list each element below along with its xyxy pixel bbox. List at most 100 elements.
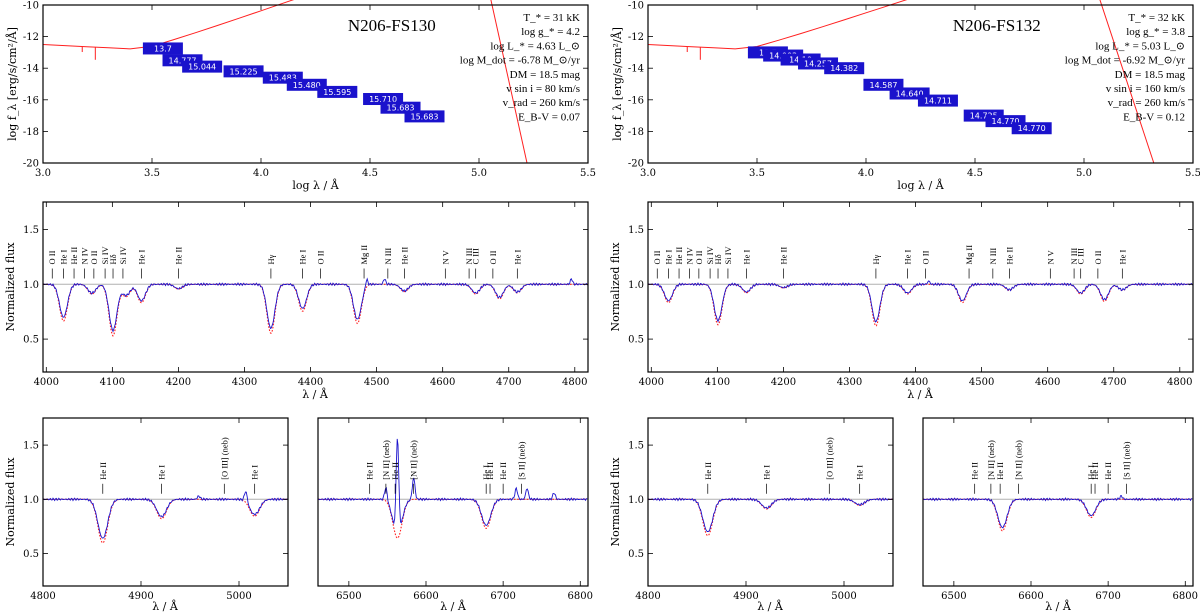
y-tick-label: 0.5 [628,549,644,560]
line-label: N IV [685,246,695,264]
stellar-parameter: log g_* = 3.8 [1126,26,1185,38]
stellar-parameter: E_B-V = 0.12 [1123,111,1185,123]
line-label: He II [995,462,1005,480]
line-label: O II [488,250,498,264]
x-tick-label: 5000 [226,591,251,602]
line-label: O II [1093,250,1103,264]
stellar-parameter: v_rad = 260 km/s [503,97,580,109]
y-tick-label: -14 [23,64,39,75]
x-tick-label: 4700 [1101,377,1126,388]
x-tick-label: 4600 [430,377,455,388]
sed-xlabel: log λ / Å [292,178,339,192]
y-tick-label: 1.5 [23,225,39,236]
sed-axes-frame [647,4,1194,164]
stellar-parameter: log L_* = 5.03 L_⊙ [1095,40,1185,52]
line-label: Hγ [871,254,881,264]
spectrum-ylabel: Normalized flux [4,242,17,332]
line-label: He II [970,462,980,480]
stellar-parameter: DM = 18.5 mag [1115,69,1186,81]
model-spectrum [318,498,588,539]
stellar-parameter: log g_* = 4.2 [521,26,580,38]
x-tick-label: 4000 [639,377,664,388]
x-tick-label: 4100 [705,377,730,388]
stellar-parameter: log M_dot = -6.78 M_⊙/yr [460,55,581,67]
x-tick-label: 5.0 [1076,168,1092,179]
line-label: Si IV [100,245,110,264]
line-label: Hδ [713,254,723,264]
y-tick-label: -14 [628,64,644,75]
y-tick-label: 1.5 [628,225,644,236]
stellar-parameter: T_* = 31 kK [523,12,580,24]
line-label: O II [652,250,662,264]
x-tick-label: 4800 [30,591,55,602]
y-tick-label: -16 [23,95,39,106]
line-label: He II [485,462,495,480]
halpha-spectrum-panel: He II [N II] (neb) He II [N II] (neb) He IHe… [922,417,1198,613]
y-tick-label: 1.0 [628,495,644,506]
line-label: N III [1069,248,1079,265]
sed-ylabel: log f_λ [erg/s/cm²/Å] [5,27,19,141]
line-label: He II [1004,247,1014,265]
sed-ylabel: log f_λ [erg/s/cm²/Å] [610,27,624,141]
photometry-mag-label: 15.683 [387,104,415,113]
line-label: N V [1045,249,1055,264]
observed-spectrum [647,280,1194,323]
photometry-marker [404,110,445,123]
x-tick-label: 3.5 [749,168,765,179]
y-tick-label: 1.5 [23,441,39,452]
x-tick-label: 6700 [490,591,515,602]
line-label: Mg II [964,245,974,265]
spectrum-xlabel: λ / Å [907,387,934,401]
x-tick-label: 4800 [1167,377,1192,388]
photometry-marker [917,94,958,107]
x-tick-label: 4800 [562,377,587,388]
x-tick-label: 5.0 [471,168,487,179]
x-tick-label: 4600 [1035,377,1060,388]
spectrum-xlabel: λ / Å [1045,599,1072,613]
x-tick-label: 6500 [941,591,966,602]
spectrum-xlabel: λ / Å [757,599,784,613]
line-label: Mg II [359,245,369,265]
x-tick-label: 3.5 [144,168,160,179]
line-label: [N II] (neb) [1014,440,1024,480]
line-label: He I [298,249,308,264]
y-tick-label: 1.0 [628,280,644,291]
photometry-marker [317,85,358,98]
line-label: He I [762,465,772,480]
x-tick-label: 4.5 [967,168,983,179]
line-label: He I [157,465,167,480]
line-label: He I [512,249,522,264]
x-tick-label: 4300 [837,377,862,388]
star-name: N206-FS132 [953,16,1041,35]
line-label: He I [903,249,913,264]
line-label: O II [315,250,325,264]
y-tick-label: -18 [628,127,644,138]
sed-xlabel: log λ / Å [897,178,944,192]
y-tick-label: 1.5 [628,441,644,452]
x-tick-label: 4700 [496,377,521,388]
photometry-mag-label: 14.725 [970,112,998,121]
model-spectrum [648,283,1193,327]
line-label: O II [920,250,930,264]
line-label: N IV [80,246,90,264]
stellar-parameter: DM = 18.5 mag [510,69,581,81]
line-label: He II [1103,462,1113,480]
line-label: He I [1117,249,1127,264]
model-spectrum [43,498,288,544]
model-spectrum [923,498,1193,532]
spectrum-axes-frame [922,417,1194,587]
photometry-marker [142,42,183,55]
photometry-marker [286,78,327,91]
y-tick-label: -18 [23,127,39,138]
y-tick-label: -12 [628,32,644,43]
x-tick-label: 4900 [733,591,758,602]
x-tick-label: 6500 [336,591,361,602]
photometry-mag-label: 15.710 [369,95,397,104]
line-label: [N II] (neb) [381,440,391,480]
spectrum-xlabel: λ / Å [302,387,329,401]
line-label: He II [390,462,400,480]
photometry-mag-label: 14.257 [804,59,832,68]
x-tick-label: 4500 [969,377,994,388]
stellar-parameter: log M_dot = -6.92 M_⊙/yr [1065,55,1186,67]
